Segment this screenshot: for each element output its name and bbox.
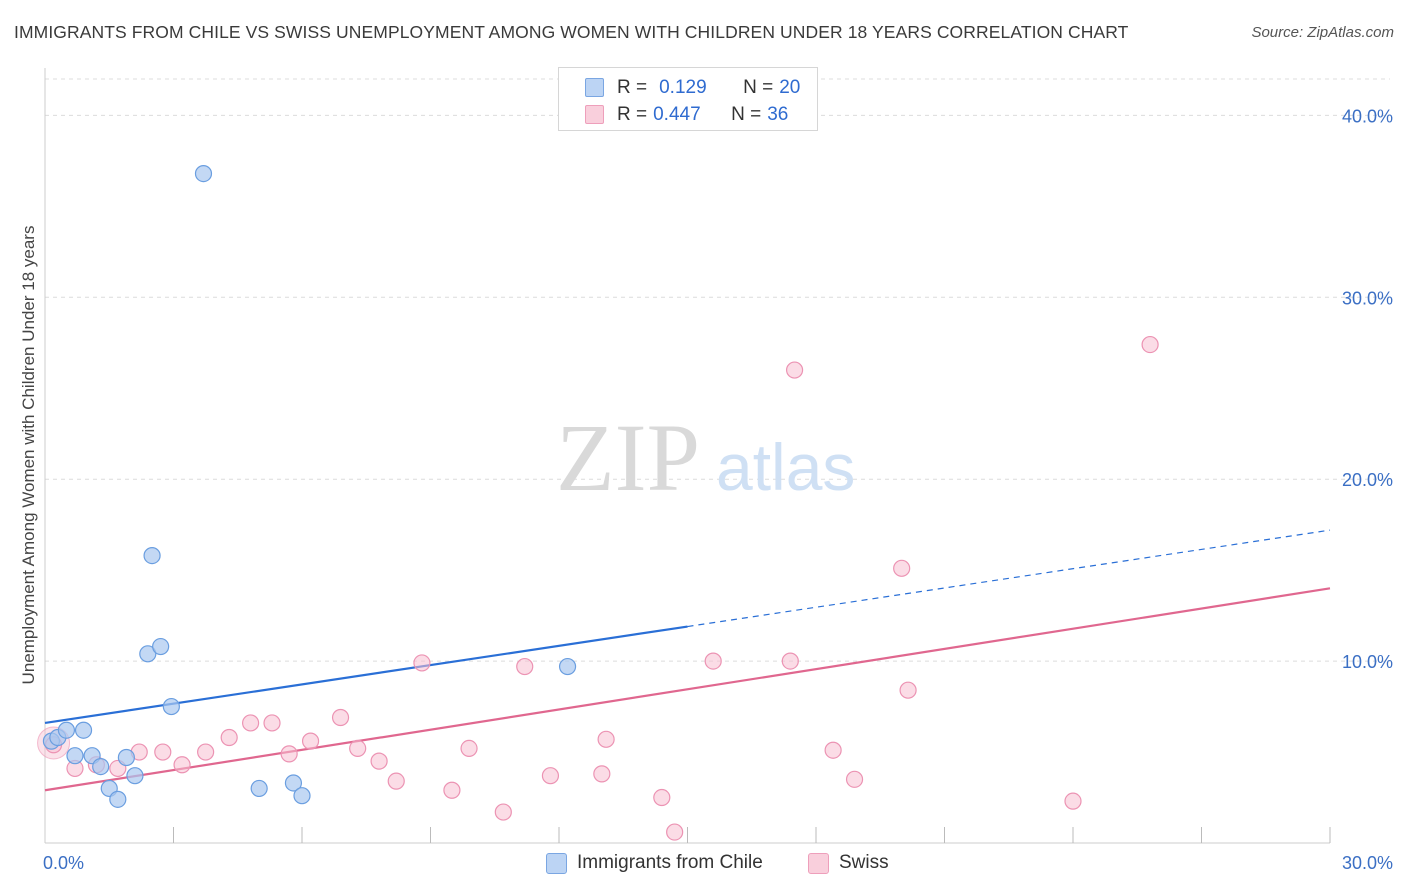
point-swiss bbox=[781, 652, 799, 670]
watermark-atlas: atlas bbox=[716, 430, 855, 504]
point-swiss bbox=[824, 741, 842, 759]
point-swiss bbox=[704, 652, 722, 670]
point-swiss bbox=[460, 739, 478, 758]
legend-r-value-chile: 0.129 bbox=[659, 76, 707, 98]
legend-row-swiss: R = 0.447 N = 36 bbox=[559, 101, 788, 128]
points bbox=[37, 164, 1159, 841]
point-swiss bbox=[173, 756, 191, 774]
point-swiss bbox=[893, 559, 911, 577]
point-chile bbox=[126, 767, 144, 785]
legend-r-label-2: R = bbox=[617, 103, 648, 125]
tick-labels: 10.0% 20.0% 30.0% 40.0% 0.0% 30.0% bbox=[43, 106, 1393, 873]
chart-title: IMMIGRANTS FROM CHILE VS SWISS UNEMPLOYM… bbox=[14, 22, 1129, 42]
bottom-legend-swatch-swiss bbox=[808, 852, 829, 874]
point-chile bbox=[117, 748, 135, 767]
point-swiss bbox=[899, 681, 917, 699]
point-swiss bbox=[1064, 792, 1082, 810]
point-swiss bbox=[666, 823, 684, 841]
legend-n-label: N = bbox=[743, 76, 774, 98]
legend-row-chile: R = 0.129 N = 20 bbox=[559, 74, 800, 101]
y-axis-label: Unemployment Among Women with Children U… bbox=[19, 226, 38, 685]
legend-swatch-chile bbox=[585, 78, 604, 97]
point-chile bbox=[250, 779, 268, 798]
point-chile bbox=[92, 757, 110, 776]
point-chile bbox=[66, 747, 84, 765]
point-chile bbox=[558, 657, 577, 676]
watermark: ZIP atlas bbox=[556, 404, 855, 511]
point-swiss bbox=[370, 752, 388, 770]
source-label: Source: ZipAtlas.com bbox=[1251, 24, 1394, 41]
point-chile bbox=[152, 637, 170, 656]
point-swiss bbox=[220, 728, 238, 747]
legend-box: R = 0.129 N = 20 R = 0.447 N = 36 bbox=[558, 67, 818, 131]
legend-n-value-swiss: 36 bbox=[767, 103, 789, 125]
point-chile bbox=[194, 164, 213, 183]
point-swiss bbox=[301, 732, 320, 750]
point-swiss bbox=[154, 743, 172, 761]
point-swiss bbox=[263, 714, 281, 732]
trendline-chile-extension bbox=[687, 529, 1331, 628]
point-swiss bbox=[597, 730, 615, 748]
point-swiss bbox=[516, 657, 534, 676]
y-tick-label: 20.0% bbox=[1342, 470, 1393, 490]
legend-n-label-2: N = bbox=[731, 103, 762, 125]
point-swiss bbox=[653, 788, 671, 807]
point-swiss bbox=[413, 654, 431, 672]
point-chile bbox=[109, 790, 127, 808]
trendline-swiss bbox=[44, 587, 1331, 792]
grid bbox=[45, 78, 1390, 662]
point-chile bbox=[57, 721, 76, 739]
point-swiss bbox=[197, 743, 215, 761]
y-tick-label: 10.0% bbox=[1342, 652, 1393, 672]
x-tick-label: 0.0% bbox=[43, 853, 84, 873]
legend-r-value-swiss: 0.447 bbox=[653, 103, 701, 125]
legend-n-value-chile: 20 bbox=[779, 76, 801, 98]
bottom-legend-label-swiss: Swiss bbox=[839, 852, 889, 873]
point-chile bbox=[162, 697, 180, 716]
point-swiss bbox=[443, 781, 461, 799]
point-swiss bbox=[845, 770, 864, 788]
point-swiss bbox=[593, 765, 611, 783]
axes bbox=[44, 68, 1331, 844]
point-swiss bbox=[541, 767, 560, 785]
bottom-legend-chile: Immigrants from Chile bbox=[546, 852, 763, 874]
trendlines bbox=[44, 529, 1331, 792]
legend-swatch-swiss bbox=[585, 105, 604, 124]
point-swiss bbox=[785, 361, 804, 379]
point-swiss bbox=[280, 745, 298, 763]
watermark-zip: ZIP bbox=[556, 404, 700, 511]
point-chile bbox=[293, 787, 311, 805]
point-swiss bbox=[494, 803, 512, 821]
x-tick-label: 30.0% bbox=[1342, 853, 1393, 873]
point-swiss bbox=[349, 739, 367, 758]
bottom-legend-swiss: Swiss bbox=[808, 852, 889, 874]
point-chile bbox=[143, 546, 161, 565]
bottom-legend-swatch-chile bbox=[546, 852, 567, 874]
y-tick-label: 40.0% bbox=[1342, 106, 1393, 126]
legend-r-label: R = bbox=[617, 76, 648, 98]
point-swiss bbox=[331, 708, 350, 727]
point-swiss bbox=[1141, 335, 1159, 354]
bottom-legend-label-chile: Immigrants from Chile bbox=[577, 852, 763, 873]
trendline-chile bbox=[44, 625, 688, 725]
point-chile bbox=[74, 721, 93, 739]
point-chile bbox=[284, 774, 303, 792]
point-swiss bbox=[387, 772, 405, 790]
bottom-legend: Immigrants from Chile Swiss bbox=[0, 852, 1406, 876]
y-tick-label: 30.0% bbox=[1342, 288, 1393, 308]
point-swiss bbox=[242, 714, 260, 732]
point-chile bbox=[139, 645, 157, 663]
